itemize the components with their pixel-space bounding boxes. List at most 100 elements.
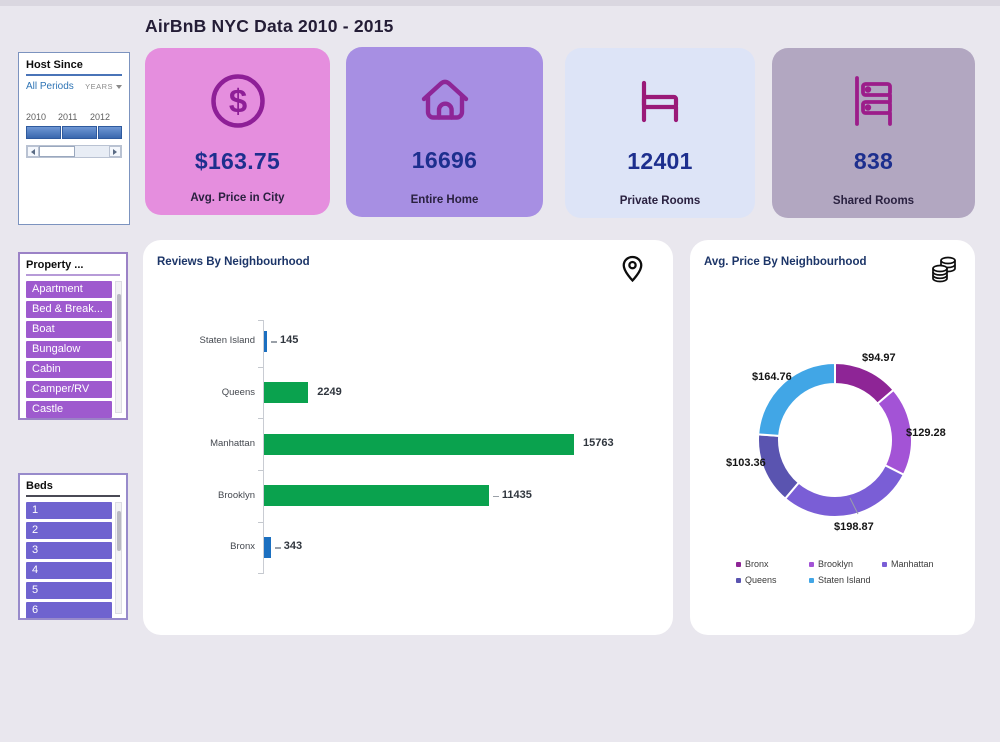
kpi-label: Private Rooms (619, 195, 701, 207)
timeline-scrollbar[interactable] (26, 145, 122, 158)
legend-marker (882, 561, 887, 567)
kpi-card-shared-rooms: 838 Shared Rooms (772, 48, 975, 218)
bar-brooklyn[interactable] (264, 485, 489, 507)
bar-value-label: 145 (280, 334, 299, 346)
data-label-leader (274, 547, 281, 549)
donut-value-label: $94.97 (862, 352, 896, 364)
axis-tick (258, 320, 263, 321)
donut-label-leader (849, 497, 859, 515)
axis-tick (258, 470, 263, 471)
kpi-card-avg-price: $ $163.75 Avg. Price in City (145, 48, 330, 215)
property-underline (26, 274, 120, 276)
chevron-down-icon (116, 84, 122, 89)
axis-tick (258, 521, 263, 523)
legend-label: Staten Island (818, 575, 871, 585)
legend-label: Queens (745, 575, 777, 585)
host-since-underline (26, 74, 122, 76)
bar-manhattan[interactable] (264, 433, 574, 455)
filter-item-apartment[interactable]: Apartment (26, 280, 112, 298)
property-scrollbar[interactable] (115, 281, 122, 413)
filter-item-camper-rv[interactable]: Camper/RV (26, 380, 112, 398)
bar-category-label: Queens (221, 386, 255, 398)
y-axis-line (263, 320, 264, 574)
filter-item-boat[interactable]: Boat (26, 320, 112, 338)
timeline-segment-2012[interactable] (98, 126, 122, 139)
filter-item-beds-3[interactable]: 3 (26, 541, 112, 559)
host-since-slicer: Host Since All Periods YEARS 2010 2011 2… (18, 52, 130, 225)
timeline-segment-2010[interactable] (26, 126, 61, 139)
legend-label: Bronx (745, 559, 769, 569)
legend-item-queens[interactable]: Queens (736, 572, 809, 588)
coins-icon (929, 254, 959, 291)
host-since-range-label: All Periods (26, 81, 74, 92)
donut-chart-title: Avg. Price By Neighbourhood (704, 256, 867, 268)
host-since-title: Host Since (26, 59, 83, 71)
bar-value-label: 343 (283, 540, 303, 553)
property-scrollbar-thumb[interactable] (116, 294, 121, 342)
donut-legend: Bronx Brooklyn Manhattan Queens Staten Islan… (736, 556, 971, 588)
bar-plot-area: Staten Island 145 Queens 2249 Manhattan 15763… (143, 320, 673, 584)
filter-item-beds-2[interactable]: 2 (26, 521, 112, 539)
right-arrow-icon (113, 148, 117, 155)
axis-tick (258, 366, 263, 368)
filter-item-bungalow[interactable]: Bungalow (26, 340, 112, 358)
beds-scrollbar[interactable] (115, 502, 122, 614)
filter-item-beds-4[interactable]: 4 (26, 561, 112, 579)
filter-item-bed-and-breakfast[interactable]: Bed & Break... (26, 300, 112, 318)
legend-item-staten-island[interactable]: Staten Island (809, 572, 882, 588)
kpi-card-entire-home: 16696 Entire Home (346, 47, 543, 217)
property-type-slicer: Property ... Apartment Bed & Break... Bo… (18, 252, 128, 420)
left-arrow-icon (31, 148, 35, 155)
bar-bronx[interactable] (264, 536, 271, 558)
top-edge-strip (0, 0, 1000, 6)
bar-value-label: 11435 (501, 488, 532, 501)
bar-queens[interactable] (264, 382, 309, 404)
legend-marker (809, 577, 814, 583)
page-title: AirBnB NYC Data 2010 - 2015 (145, 16, 394, 36)
axis-tick (258, 573, 263, 574)
data-label-leader (271, 341, 277, 343)
reviews-bar-chart-card: Reviews By Neighbourhood Staten Island 14… (143, 240, 673, 635)
filter-item-beds-6[interactable]: 6 (26, 601, 112, 618)
scroll-left-arrow[interactable] (27, 146, 39, 157)
scroll-right-arrow[interactable] (109, 146, 121, 157)
bar-staten-island[interactable] (264, 330, 267, 352)
scrollbar-thumb[interactable] (39, 146, 75, 157)
kpi-card-private-rooms: 12401 Private Rooms (565, 48, 755, 218)
kpi-value: 12401 (627, 148, 693, 174)
donut-value-label: $129.28 (906, 427, 946, 439)
avg-price-donut-card: Avg. Price By Neighbourhood $94.97 $129.2… (690, 240, 975, 635)
granularity-dropdown[interactable]: YEARS (85, 82, 122, 91)
bar-value-label: 2249 (317, 385, 342, 398)
filter-item-beds-1[interactable]: 1 (26, 501, 112, 519)
donut-value-label: $164.76 (752, 371, 792, 383)
timeline-segment-2011[interactable] (62, 126, 97, 139)
donut-value-label: $198.87 (834, 521, 874, 533)
property-items: Apartment Bed & Break... Boat Bungalow C… (26, 280, 112, 418)
filter-item-beds-5[interactable]: 5 (26, 581, 112, 599)
donut-slice-manhattan[interactable] (783, 463, 906, 518)
legend-item-bronx[interactable]: Bronx (736, 556, 809, 572)
donut-value-label: $103.36 (726, 457, 766, 469)
beds-scrollbar-thumb[interactable] (116, 511, 121, 551)
home-icon (414, 69, 476, 131)
timeline-bar (26, 126, 122, 139)
filter-item-castle[interactable]: Castle (26, 400, 112, 418)
kpi-value: 838 (853, 148, 894, 174)
beds-underline (26, 495, 120, 497)
data-label-leader (492, 495, 499, 498)
dollar-circle-icon: $ (207, 70, 269, 132)
bar-category-label: Bronx (230, 541, 255, 553)
legend-item-manhattan[interactable]: Manhattan (882, 556, 955, 572)
bar-value-label: 15763 (583, 437, 614, 450)
donut-slice-staten-island[interactable] (757, 361, 836, 437)
bottom-edge-strip (0, 742, 1000, 750)
bunk-bed-icon (844, 70, 904, 132)
filter-item-cabin[interactable]: Cabin (26, 360, 112, 378)
beds-slicer: Beds 1 2 3 4 5 6 (18, 473, 128, 620)
legend-item-brooklyn[interactable]: Brooklyn (809, 556, 882, 572)
scrollbar-track[interactable] (75, 146, 109, 157)
kpi-label: Shared Rooms (832, 195, 915, 207)
year-label: 2010 (26, 112, 47, 122)
